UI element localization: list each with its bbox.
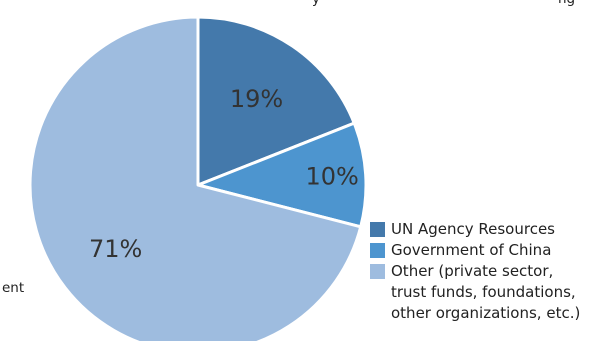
legend-label-line: UN Agency Resources xyxy=(391,220,555,238)
legend-item: Government of China xyxy=(370,240,580,261)
cut-off-text-fragment: ng xyxy=(558,0,575,7)
legend-label: Other (private sector, trust funds, found… xyxy=(391,261,580,324)
legend-label: Government of China xyxy=(391,240,580,261)
pie-slice-un-agency-resources xyxy=(196,15,356,187)
legend-swatch xyxy=(370,264,385,279)
legend-label: UN Agency Resources xyxy=(391,219,580,240)
legend-label-line: Government of China xyxy=(391,241,552,259)
legend-swatch xyxy=(370,243,385,258)
slice-value-label: 19% xyxy=(230,85,283,113)
cut-off-text-fragment: ent xyxy=(2,280,24,296)
cut-off-text-fragment: y xyxy=(312,0,320,7)
pie-value-labels: 19% 10% 71% xyxy=(89,85,359,263)
slice-value-label: 10% xyxy=(305,163,358,191)
pie-slices xyxy=(28,15,368,341)
pie-slice-government-of-china xyxy=(196,121,368,229)
legend-label-line: trust funds, foundations, xyxy=(391,283,576,301)
legend-item: UN Agency Resources xyxy=(370,219,580,240)
legend-item: Other (private sector, trust funds, found… xyxy=(370,261,580,324)
slice-value-label: 71% xyxy=(89,235,142,263)
pie-slice-other-private-sector xyxy=(28,15,363,341)
legend-label-line: other organizations, etc.) xyxy=(391,304,581,322)
legend-label-line: Other (private sector, xyxy=(391,262,554,280)
cut-off-text: y ng ent xyxy=(2,0,575,296)
chart-legend: UN Agency Resources Government of China Ot… xyxy=(370,219,580,324)
legend-swatch xyxy=(370,222,385,237)
